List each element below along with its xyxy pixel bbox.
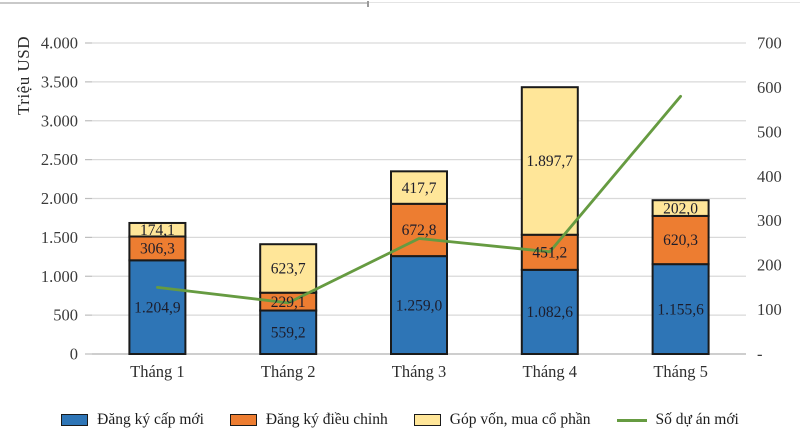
cropped-title-remnant-light xyxy=(368,2,800,3)
left-axis-tick-label: 4.000 xyxy=(41,34,78,53)
bar-segment xyxy=(520,268,579,355)
bar-segment xyxy=(651,214,710,266)
month-label: Tháng 4 xyxy=(523,362,578,381)
bar-segment xyxy=(259,309,318,355)
bar-value-label: 451,2 xyxy=(532,244,567,261)
left-axis-tick-label: 500 xyxy=(53,306,78,325)
bar-value-label: 202,0 xyxy=(663,200,698,217)
bar-segment xyxy=(259,243,318,294)
blue-swatch-icon xyxy=(61,414,89,426)
new-projects-line xyxy=(155,94,682,305)
right-axis-tick-label: 500 xyxy=(757,122,782,141)
left-axis-tick-label: 2.000 xyxy=(41,189,78,208)
bar-value-label: 1.082,6 xyxy=(527,304,574,321)
bar-value-label: 229,1 xyxy=(271,294,306,311)
orange-swatch-icon xyxy=(229,414,257,426)
bar-value-label: 623,7 xyxy=(271,261,306,278)
right-axis-tick-label: 400 xyxy=(757,167,782,186)
legend-label: Số dự án mới xyxy=(655,411,739,428)
bar-value-label: 306,3 xyxy=(140,241,175,258)
cropped-title-remnant xyxy=(0,2,368,4)
right-axis-tick-label: - xyxy=(757,345,763,364)
bar-segment xyxy=(520,86,579,236)
bar-segment xyxy=(651,263,710,355)
bar-value-label: 1.204,9 xyxy=(134,299,181,316)
bar-value-label: 559,2 xyxy=(271,324,306,341)
green-line-icon xyxy=(616,418,647,422)
legend-label: Đăng ký điều chỉnh xyxy=(265,411,388,428)
legend-item-new-projects: Số dự án mới xyxy=(616,411,739,429)
legend-item-capital-contribution: Góp vốn, mua cổ phần xyxy=(413,411,591,429)
legend-label: Góp vốn, mua cổ phần xyxy=(449,411,591,428)
left-axis-tick-label: 2.500 xyxy=(41,150,78,169)
bar-value-label: 1.155,6 xyxy=(657,301,704,318)
bar-value-label: 417,7 xyxy=(402,180,437,197)
legend-item-new-registration: Đăng ký cấp mới xyxy=(61,411,204,429)
legend-item-adjusted-registration: Đăng ký điều chỉnh xyxy=(229,411,388,429)
cropped-title-remnant-tick xyxy=(367,1,369,7)
left-axis-tick-label: 1.500 xyxy=(41,228,78,247)
bar-segment xyxy=(651,199,710,217)
right-axis-tick-label: 300 xyxy=(757,211,782,230)
month-label: Tháng 2 xyxy=(261,362,316,381)
bar-segment xyxy=(390,170,448,205)
left-axis-tick-label: 1.000 xyxy=(41,267,78,286)
yellow-swatch-icon xyxy=(413,414,441,426)
left-axis-tick-label: 3.500 xyxy=(41,72,78,91)
left-axis-tick-label: 0 xyxy=(70,345,78,364)
bar-value-label: 672,8 xyxy=(402,222,437,239)
bar-value-label: 1.259,0 xyxy=(396,297,443,314)
legend-label: Đăng ký cấp mới xyxy=(97,411,204,428)
right-axis-tick-label: 600 xyxy=(757,78,782,97)
left-axis-tick-label: 3.000 xyxy=(41,111,78,130)
bar-value-label: 1.897,7 xyxy=(527,153,574,170)
right-axis-tick-label: 100 xyxy=(757,300,782,319)
month-label: Tháng 3 xyxy=(392,362,447,381)
month-label: Tháng 1 xyxy=(130,362,185,381)
chart-legend: Đăng ký cấp mới Đăng ký điều chỉnh Góp v… xyxy=(0,404,800,436)
bar-segment xyxy=(128,221,187,238)
bar-value-label: 620,3 xyxy=(663,232,698,249)
right-axis-tick-label: 200 xyxy=(757,256,782,275)
bar-value-label: 174,1 xyxy=(140,222,175,239)
right-axis-tick-label: 700 xyxy=(757,34,782,53)
month-label: Tháng 5 xyxy=(653,362,708,381)
